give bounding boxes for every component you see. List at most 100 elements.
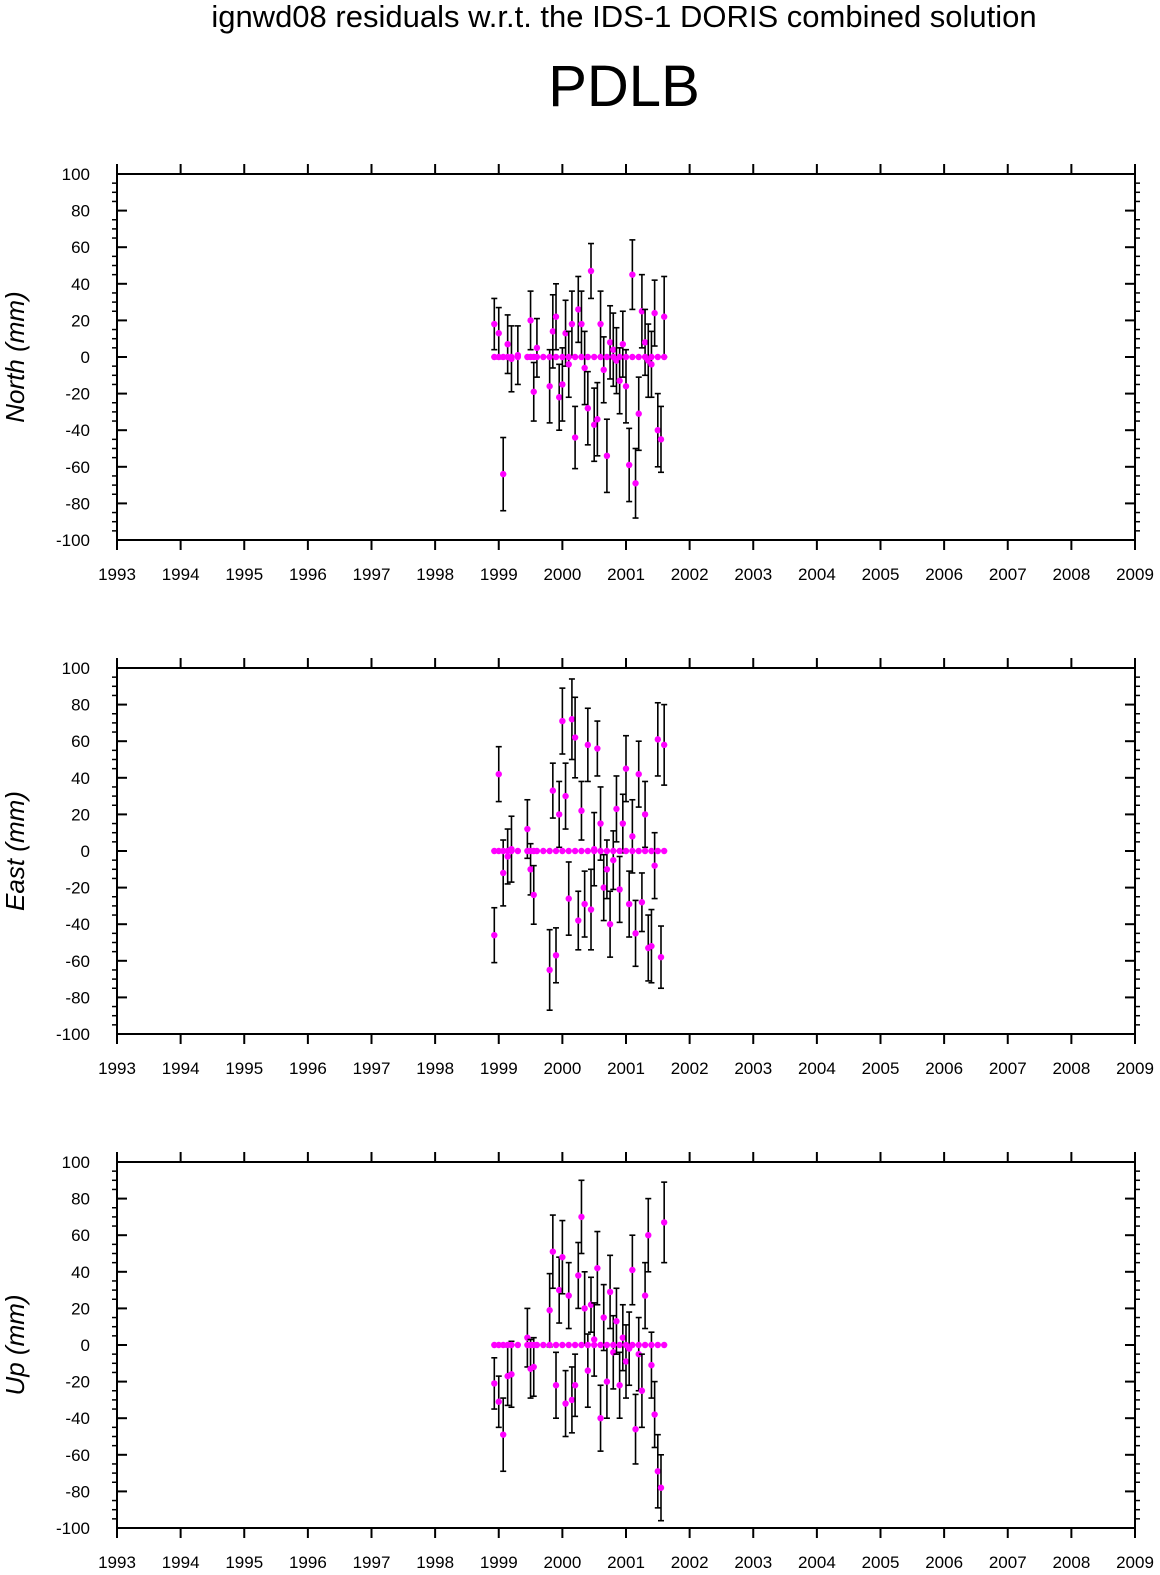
data-point [613,1318,620,1325]
data-point [527,317,534,324]
data-point [641,353,649,361]
data-point [578,807,585,814]
x-tick-label: 2008 [1052,1553,1090,1572]
data-point [610,1341,617,1349]
x-tick-label: 1995 [225,1553,263,1572]
y-tick-label: 0 [81,1336,90,1355]
data-point [500,869,507,877]
y-tick-label: -60 [65,458,90,477]
data-point [654,736,662,743]
data-point [654,427,662,434]
data-point [546,1341,553,1349]
y-tick-label: -100 [56,1025,90,1044]
data-point [616,1382,623,1389]
data-point [581,364,588,372]
data-point [584,1341,592,1349]
data-point [546,1307,553,1314]
data-point [594,416,601,423]
data-point [629,353,636,361]
data-point [590,847,598,855]
data-point [500,470,507,478]
data-point [660,313,668,320]
x-tick-label: 1996 [289,565,327,584]
y-tick-label: -40 [65,915,90,934]
data-point [648,353,655,361]
data-point [635,847,642,855]
x-tick-label: 1997 [353,565,391,584]
data-point [654,1468,662,1475]
data-point [575,306,582,313]
data-point [504,853,511,860]
data-point [549,787,557,794]
data-point [552,952,560,959]
data-point [597,320,604,328]
data-point [578,353,585,361]
data-point [508,847,515,855]
data-point [491,320,498,328]
data-point [648,1361,655,1369]
y-tick-label: -60 [65,952,90,971]
data-point [530,388,537,395]
y-tick-label: 100 [62,1153,90,1172]
data-point [568,1396,576,1404]
x-tick-label: 2000 [543,1059,581,1078]
x-tick-label: 2000 [543,1553,581,1572]
data-point [616,377,623,384]
data-point [629,833,636,840]
data-point [635,410,642,417]
y-tick-label: 40 [71,1263,90,1282]
data-point [616,353,623,361]
data-point [590,1341,598,1349]
data-point [578,320,585,328]
data-point [654,847,662,855]
y-tick-label: -80 [65,494,90,513]
data-point [616,1341,623,1349]
x-tick-label: 2007 [989,1059,1027,1078]
data-point [530,891,537,899]
y-tick-label: -60 [65,1446,90,1465]
data-point [575,917,582,924]
data-point [660,1341,668,1349]
data-point [622,1358,630,1365]
data-point [632,1425,639,1433]
data-point [616,886,623,893]
data-point [587,906,595,913]
data-point [635,353,642,361]
data-point [562,792,569,800]
data-point [597,353,604,361]
data-point [540,353,547,361]
data-point [495,1341,502,1349]
data-point [641,339,649,346]
data-point [495,770,502,778]
data-point [546,383,553,390]
data-point [597,1341,604,1349]
x-tick-label: 1996 [289,1553,327,1572]
data-point [622,353,630,361]
x-tick-label: 2006 [925,1553,963,1572]
data-point [552,1341,560,1349]
data-point [568,716,576,723]
data-point [491,931,498,939]
x-tick-label: 2002 [671,1553,709,1572]
y-tick-label: 40 [71,275,90,294]
data-point [606,339,614,346]
data-point [635,1350,642,1358]
data-point [610,353,617,361]
data-point [584,353,592,361]
y-tick-label: 0 [81,348,90,367]
data-point [603,452,611,460]
data-point [555,811,563,818]
y-tick-label: 80 [71,696,90,715]
x-tick-label: 2006 [925,1059,963,1078]
x-tick-label: 2008 [1052,565,1090,584]
data-point [606,921,614,928]
data-point [584,1367,592,1374]
data-point [660,1219,668,1226]
data-point [500,1341,507,1349]
data-point [514,1341,522,1349]
data-point [651,309,658,317]
data-point [657,1484,665,1491]
data-point [540,847,547,855]
data-point [533,353,541,361]
data-point [641,811,649,818]
